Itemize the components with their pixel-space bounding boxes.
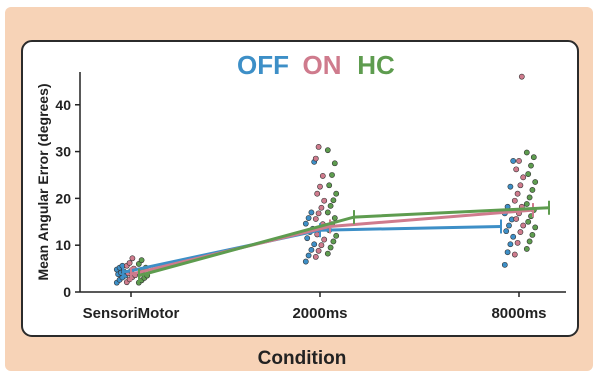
data-point-on — [312, 155, 319, 162]
y-tick-label: 40 — [55, 97, 71, 113]
y-tick-label: 0 — [63, 284, 71, 300]
data-point-on — [511, 197, 518, 204]
plot-panel — [21, 40, 579, 337]
y-axis-label: Mean Angular Error (degrees) — [35, 83, 51, 280]
data-point-on — [321, 197, 328, 204]
data-point-on — [315, 210, 322, 217]
data-point-on — [520, 222, 527, 229]
data-point-on — [129, 255, 136, 262]
data-point-on — [520, 174, 527, 181]
y-tick-label: 20 — [55, 190, 71, 206]
data-point-hc — [324, 209, 331, 216]
data-point-off — [507, 241, 514, 248]
data-point-on — [318, 242, 325, 249]
y-tick-label: 10 — [55, 237, 71, 253]
data-point-hc — [528, 162, 534, 169]
data-point-on — [514, 239, 521, 246]
y-tick-label: 30 — [55, 144, 71, 160]
data-point-hc — [529, 187, 536, 193]
data-point-hc — [324, 147, 331, 154]
data-point-on — [312, 253, 319, 260]
data-point-hc — [523, 149, 530, 156]
data-point-on — [517, 229, 524, 235]
data-point-hc — [333, 190, 340, 197]
data-point-on — [315, 143, 322, 150]
data-point-on — [513, 166, 520, 173]
data-point-hc — [326, 182, 333, 189]
x-tick-label: 8000ms — [491, 305, 546, 322]
y-ticks: 0 10 20 30 40 — [55, 97, 80, 300]
data-point-hc — [331, 160, 338, 167]
data-point-off — [308, 246, 315, 253]
data-point-off — [501, 261, 508, 268]
data-point-hc — [525, 171, 532, 177]
x-ticks: SensoriMotor 2000ms 8000ms — [83, 292, 547, 322]
data-point-hc — [532, 224, 539, 231]
data-point-off — [506, 222, 512, 229]
data-point-hc — [138, 257, 145, 264]
data-point-off — [302, 258, 309, 265]
data-point-hc — [327, 202, 334, 209]
data-point-hc — [327, 244, 334, 251]
data-point-off — [504, 249, 511, 256]
data-point-hc — [324, 250, 331, 257]
data-point-on — [518, 73, 525, 80]
data-point-on — [513, 216, 520, 222]
data-point-on — [312, 216, 319, 222]
data-point-on — [319, 173, 326, 179]
data-point-off — [311, 241, 318, 248]
x-tick-label: 2000ms — [292, 305, 347, 322]
data-point-hc — [529, 231, 536, 238]
data-point-off — [302, 220, 309, 227]
data-point-hc — [333, 232, 340, 239]
data-point-off — [510, 233, 517, 240]
series-lines — [122, 200, 550, 283]
data-point-on — [318, 204, 325, 211]
legend-on: ON — [303, 50, 342, 80]
data-point-off — [503, 228, 510, 235]
data-point-off — [305, 215, 312, 221]
data-point-on — [511, 251, 518, 258]
data-point-hc — [329, 172, 335, 178]
data-point-on — [516, 158, 522, 164]
data-point-on — [126, 260, 133, 266]
data-point-on — [314, 190, 321, 197]
data-point-on — [321, 236, 328, 243]
data-point-hc — [526, 238, 533, 245]
data-point-hc — [523, 201, 530, 207]
data-point-off — [507, 183, 514, 190]
legend-hc: HC — [357, 50, 395, 80]
data-point-hc — [331, 215, 338, 221]
data-point-hc — [330, 238, 337, 245]
data-point-off — [510, 158, 517, 164]
data-point-hc — [523, 246, 530, 252]
legend-off: OFF — [237, 50, 289, 80]
x-tick-label: SensoriMotor — [83, 305, 180, 322]
data-point-off — [308, 209, 315, 216]
data-point-hc — [330, 197, 337, 204]
data-point-hc — [532, 179, 539, 185]
data-point-hc — [530, 154, 537, 161]
data-point-hc — [526, 194, 533, 201]
data-point-on — [517, 182, 524, 189]
data-point-on — [315, 247, 322, 254]
data-point-off — [304, 235, 311, 242]
data-point-on — [317, 183, 323, 190]
data-point-off — [305, 252, 312, 259]
data-point-on — [514, 190, 521, 197]
data-point-hc — [525, 218, 532, 225]
x-axis-label: Condition — [258, 348, 347, 369]
